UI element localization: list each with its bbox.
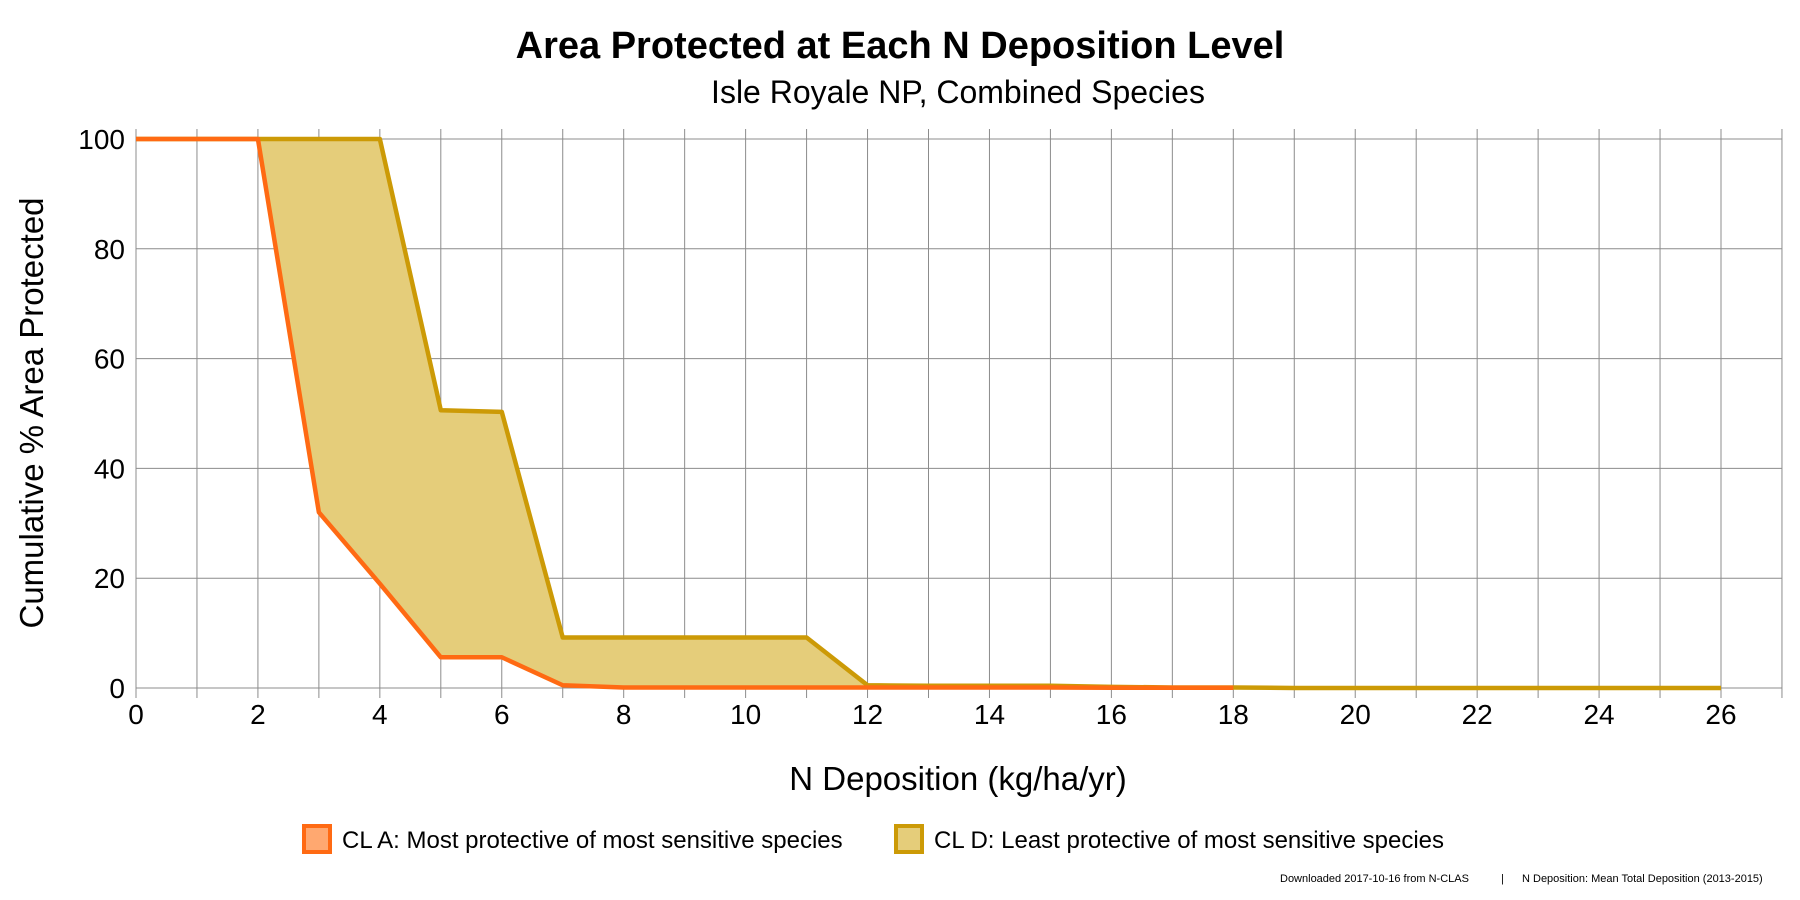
legend-label-cl-d: CL D: Least protective of most sensitive… bbox=[934, 827, 1444, 854]
area-band-fill bbox=[136, 139, 1721, 688]
chart-title: Area Protected at Each N Deposition Leve… bbox=[516, 25, 1285, 67]
x-tick-label: 26 bbox=[1705, 699, 1736, 730]
y-tick-label: 20 bbox=[94, 563, 125, 594]
series-line-cl-a bbox=[136, 136, 1234, 690]
x-tick-label: 20 bbox=[1340, 699, 1371, 730]
x-tick-label: 14 bbox=[974, 699, 1005, 730]
footer-separator: | bbox=[1501, 873, 1504, 885]
y-tick-label: 80 bbox=[94, 234, 125, 265]
x-tick-label: 8 bbox=[616, 699, 632, 730]
y-tick-label: 0 bbox=[109, 673, 125, 704]
area-band bbox=[136, 139, 1721, 688]
x-axis-ticks: 0 2 4 6 8 10 12 14 16 18 20 22 24 26 bbox=[128, 699, 1736, 730]
y-axis-label: Cumulative % Area Protected bbox=[13, 197, 50, 628]
footer-note: N Deposition: Mean Total Deposition (201… bbox=[1522, 873, 1763, 885]
footer-source: Downloaded 2017-10-16 from N-CLAS bbox=[1280, 873, 1469, 885]
x-tick-label: 6 bbox=[494, 699, 510, 730]
x-tick-label: 10 bbox=[730, 699, 761, 730]
x-tick-label: 24 bbox=[1583, 699, 1614, 730]
x-tick-label: 2 bbox=[250, 699, 266, 730]
footer: Downloaded 2017-10-16 from N-CLAS | N De… bbox=[1280, 873, 1763, 885]
y-tick-label: 100 bbox=[78, 124, 125, 155]
legend: CL A: Most protective of most sensitive … bbox=[302, 824, 1444, 854]
y-tick-label: 40 bbox=[94, 453, 125, 484]
legend-swatch-cl-d bbox=[894, 824, 924, 854]
y-axis-ticks: 0 20 40 60 80 100 bbox=[78, 124, 125, 704]
x-tick-label: 12 bbox=[852, 699, 883, 730]
y-tick-label: 60 bbox=[94, 344, 125, 375]
x-tick-label: 0 bbox=[128, 699, 144, 730]
series-lines bbox=[136, 136, 1721, 691]
x-axis-label: N Deposition (kg/ha/yr) bbox=[789, 760, 1126, 797]
chart-subtitle: Isle Royale NP, Combined Species bbox=[711, 74, 1205, 110]
legend-swatch-cl-a bbox=[302, 824, 332, 854]
legend-label-cl-a: CL A: Most protective of most sensitive … bbox=[342, 827, 843, 854]
x-tick-label: 4 bbox=[372, 699, 388, 730]
x-tick-label: 18 bbox=[1218, 699, 1249, 730]
x-tick-label: 22 bbox=[1462, 699, 1493, 730]
x-tick-label: 16 bbox=[1096, 699, 1127, 730]
